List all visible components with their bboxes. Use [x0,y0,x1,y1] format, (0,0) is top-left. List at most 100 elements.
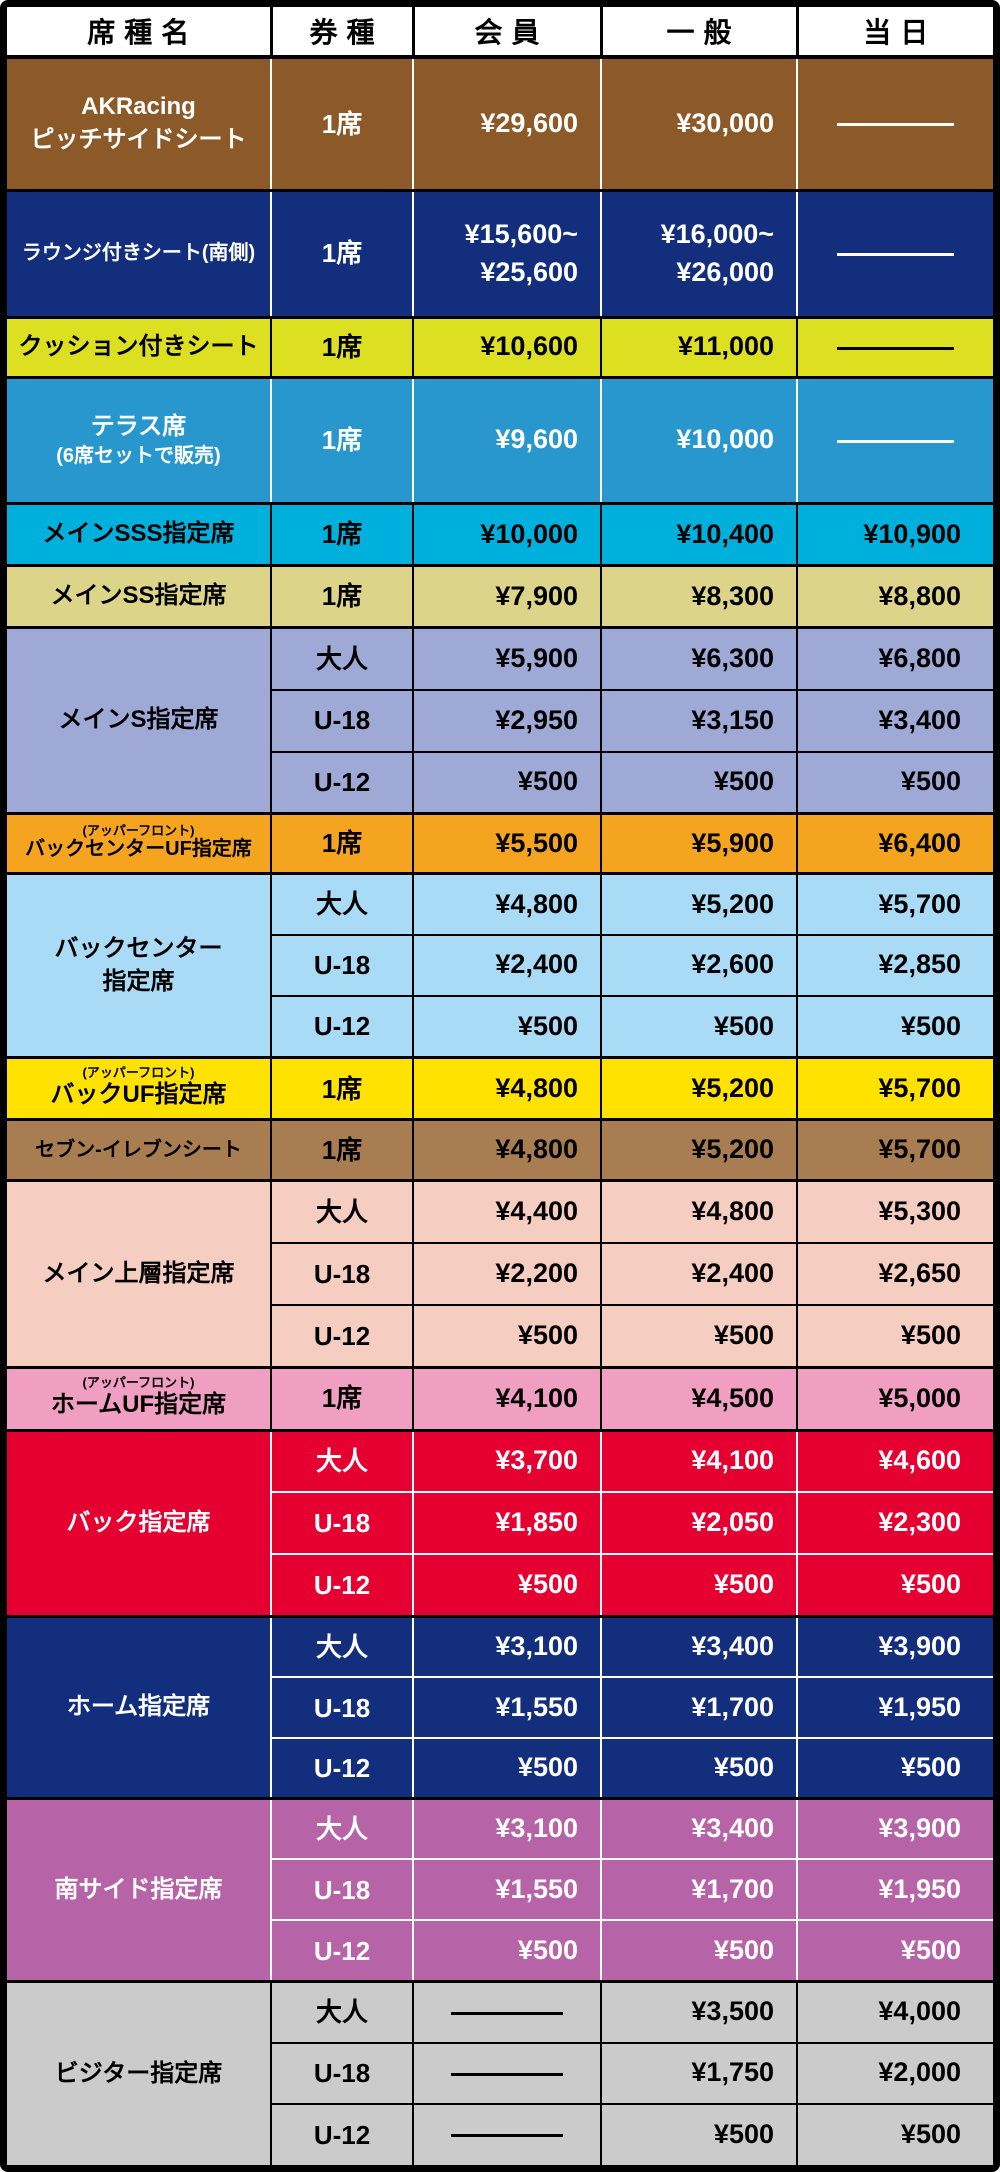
general-price-cell: ¥3,500 [600,1980,797,2043]
ticket-type-cell: U-12 [270,1737,413,1799]
general-price-cell: ¥5,200 [600,872,797,935]
general-price-cell: ¥16,000~ ¥26,000 [600,188,797,318]
table-row-visitor-1: U-18 ¥1,750 ¥2,000 [7,2041,993,2104]
seat-name-label: セブン-イレブンシート [35,1138,242,1161]
seat-name-home-uf: (アッパーフロント) ホームUF指定席 [7,1365,271,1431]
seat-name-seven-eleven-seat: セブン-イレブンシート [7,1118,271,1181]
sameday-price-cell: ¥10,900 [796,501,993,566]
seat-name-note: (アッパーフロント) [82,1065,195,1081]
seat-name-label: バックセンター [54,935,223,963]
seat-name-label: バック指定席 [66,1508,211,1536]
seat-name-home-reserved: ホーム指定席 [7,1614,271,1799]
not-available-dash [837,439,954,443]
general-price-cell: ¥500 [600,1919,797,1982]
member-price-cell: ¥500 [412,1919,601,1982]
table-row-main-upper-1: U-18 ¥2,200 ¥2,400 ¥2,650 [7,1241,993,1305]
member-price-cell: ¥5,900 [412,625,601,690]
general-price-cell: ¥8,300 [600,563,797,628]
seat-name-label: クッション付きシート [18,333,259,361]
ticket-type-cell: 1席 [270,315,413,378]
header-seat-type: 席種名 [7,7,271,59]
header-general-price: 一般 [599,7,797,59]
member-price-cell: ¥7,900 [412,563,601,628]
general-price-cell: ¥1,700 [600,1676,797,1739]
seat-name-visitor: ビジター指定席 [7,1980,271,2165]
seat-name-label: ピッチサイドシート [30,125,247,153]
seat-name-main-ss: メインSS指定席 [7,563,271,628]
member-price-cell: ¥1,850 [412,1491,601,1555]
seat-name-terrace-seat: テラス席 (6席セットで販売) [7,375,271,504]
not-available-dash [451,2134,563,2138]
member-price-cell: ¥2,950 [412,688,601,752]
table-row-seven-eleven-seat: セブン-イレブンシート 1席 ¥4,800 ¥5,200 ¥5,700 [7,1118,993,1181]
seat-name-back-uf: (アッパーフロント) バックUF指定席 [7,1056,271,1120]
sameday-price-cell [796,315,993,378]
general-price-cell: ¥3,400 [600,1796,797,1860]
sameday-price-cell: ¥8,800 [796,563,993,628]
seat-name-label: (6席セットで販売) [56,445,221,468]
member-price-cell: ¥15,600~ ¥25,600 [412,188,601,318]
member-price-cell: ¥500 [412,1553,601,1617]
general-price-cell: ¥5,200 [600,1118,797,1181]
not-available-dash [837,123,954,127]
seat-name-label: バックセンターUF指定席 [25,838,252,861]
general-price-cell: ¥500 [600,750,797,814]
ticket-type-cell: 1席 [270,501,413,566]
seat-name-label: ホーム指定席 [66,1693,211,1721]
ticket-type-cell: U-18 [270,2041,413,2104]
table-row-back-reserved-0: バック指定席 大人 ¥3,700 ¥4,100 ¥4,600 [7,1428,993,1617]
member-price-cell [412,1980,601,2043]
price-table-header: 席種名 券種 会員 一般 当日 [7,7,993,59]
ticket-type-cell: U-18 [270,933,413,996]
ticket-type-cell: 1席 [270,1365,413,1431]
sameday-price-cell: ¥500 [796,1919,993,1982]
general-price-cell: ¥4,100 [600,1428,797,1493]
general-price-cell: ¥11,000 [600,315,797,378]
seat-name-label: 南サイド指定席 [54,1875,223,1903]
seat-name-note: (アッパーフロント) [82,1375,195,1391]
table-row-main-sss: メインSSS指定席 1席 ¥10,000 ¥10,400 ¥10,900 [7,501,993,566]
member-price-cell: ¥10,000 [412,501,601,566]
table-row-home-reserved-2: U-12 ¥500 ¥500 ¥500 [7,1737,993,1799]
ticket-type-cell: 1席 [270,812,413,874]
table-row-akracing-pitchside: AKRacing ピッチサイドシート 1席 ¥29,600 ¥30,000 [7,55,993,191]
seat-name-label: AKRacing [81,93,196,121]
member-price-cell: ¥3,100 [412,1614,601,1678]
general-price-cell: ¥5,200 [600,1056,797,1120]
ticket-type-cell: 大人 [270,872,413,935]
seat-name-back-center: バックセンター 指定席 [7,872,271,1058]
general-price-cell: ¥1,700 [600,1858,797,1921]
general-price-cell: ¥500 [600,994,797,1058]
seat-name-south-side: 南サイド指定席 [7,1796,271,1982]
sameday-price-cell: ¥4,000 [796,1980,993,2043]
ticket-type-cell: 大人 [270,1614,413,1678]
sameday-price-cell [796,55,993,191]
ticket-type-cell: U-18 [270,1241,413,1305]
general-price-cell: ¥5,900 [600,812,797,874]
member-price-cell: ¥1,550 [412,1858,601,1921]
sameday-price-cell: ¥3,900 [796,1796,993,1860]
general-price-cell: ¥500 [600,1737,797,1799]
member-price-cell: ¥4,100 [412,1365,601,1431]
header-member-price: 会員 [411,7,601,59]
seat-name-label: メインSS指定席 [50,582,227,610]
general-price-cell: ¥10,000 [600,375,797,504]
sameday-price-cell: ¥3,900 [796,1614,993,1678]
sameday-price-cell: ¥6,800 [796,625,993,690]
member-price-cell: ¥4,400 [412,1179,601,1243]
sameday-price-cell: ¥2,300 [796,1491,993,1555]
seat-name-akracing-pitchside: AKRacing ピッチサイドシート [7,55,271,191]
ticket-type-cell: U-12 [270,2102,413,2165]
sameday-price-cell: ¥5,300 [796,1179,993,1243]
sameday-price-cell [796,188,993,318]
seat-name-label: テラス席 [90,412,187,440]
member-price-cell: ¥500 [412,1737,601,1799]
member-price-cell: ¥500 [412,994,601,1058]
header-ticket-type: 券種 [269,7,413,59]
table-row-visitor-0: ビジター指定席 大人 ¥3,500 ¥4,000 [7,1980,993,2165]
table-row-lounge-seat-south: ラウンジ付きシート(南側) 1席 ¥15,600~ ¥25,600 ¥16,000~ … [7,188,993,318]
member-price-cell: ¥500 [412,750,601,814]
sameday-price-cell: ¥4,600 [796,1428,993,1493]
sameday-price-cell: ¥5,000 [796,1365,993,1431]
sameday-price-cell: ¥5,700 [796,872,993,935]
